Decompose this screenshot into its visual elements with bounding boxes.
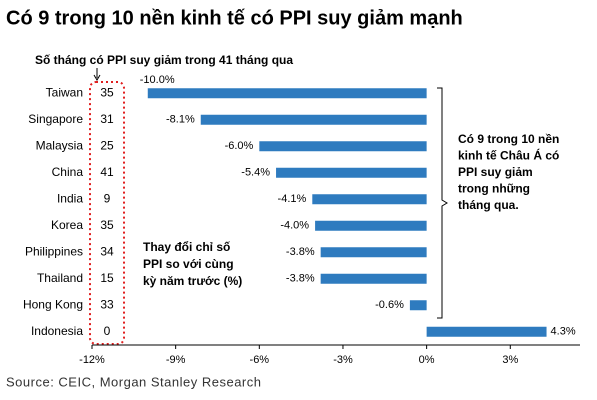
value-label: -10.0% (140, 74, 175, 86)
y-tick-label: Taiwan (46, 85, 83, 99)
value-label: -4.0% (280, 220, 309, 232)
y-tick-label: Indonesia (31, 324, 83, 338)
x-tick-label: 0% (419, 354, 435, 366)
bar (409, 300, 427, 311)
months-value: 41 (100, 165, 114, 179)
y-tick-label: India (57, 191, 83, 205)
bracket (437, 87, 448, 319)
arrow-head (93, 74, 101, 81)
value-label: -5.4% (241, 167, 270, 179)
y-tick-label: Hong Kong (23, 297, 83, 311)
bar (200, 114, 427, 125)
bar (320, 247, 427, 258)
annotation: tháng qua. (458, 198, 519, 212)
value-label: -8.1% (166, 114, 195, 126)
months-value: 0 (104, 324, 111, 338)
bar (259, 141, 427, 152)
months-value: 9 (104, 191, 111, 205)
y-tick-label: Malaysia (36, 138, 84, 152)
x-tick-label: 3% (502, 354, 518, 366)
months-value: 35 (100, 218, 114, 232)
value-label: -3.8% (286, 273, 315, 285)
months-value: 15 (100, 271, 114, 285)
bar (276, 167, 427, 178)
bar (315, 220, 427, 231)
annotation: Có 9 trong 10 nền (458, 132, 559, 146)
source: Source: CEIC, Morgan Stanley Research (6, 374, 262, 389)
annotation: Thay đổi chỉ số (143, 240, 230, 254)
months-value: 31 (100, 112, 114, 126)
value-label: 4.3% (551, 326, 576, 338)
y-tick-label: China (52, 165, 84, 179)
y-tick-label: Thailand (37, 271, 83, 285)
value-label: -3.8% (286, 246, 315, 258)
chart-title: Có 9 trong 10 nền kinh tế có PPI suy giả… (6, 7, 463, 29)
months-value: 35 (100, 85, 114, 99)
value-label: -4.1% (278, 193, 307, 205)
value-label: -0.6% (375, 299, 404, 311)
bar (147, 88, 427, 99)
annotation: kỳ năm trước (%) (143, 274, 242, 288)
annotation: kinh tế Châu Á có (458, 148, 559, 163)
x-tick-label: -12% (79, 354, 105, 366)
months-box (89, 81, 125, 345)
x-tick-label: -3% (333, 354, 353, 366)
x-tick-label: -6% (250, 354, 270, 366)
bar (426, 326, 547, 337)
value-label: -6.0% (225, 140, 254, 152)
y-tick-label: Philippines (25, 244, 83, 258)
annotation: trong những (458, 182, 530, 196)
annotation: PPI so với cùng (143, 257, 234, 271)
y-tick-label: Singapore (28, 112, 83, 126)
bar (320, 273, 427, 284)
months-value: 33 (100, 297, 114, 311)
y-tick-label: Korea (51, 218, 83, 232)
x-tick-label: -9% (166, 354, 186, 366)
annotation: PPI suy giảm (458, 165, 533, 179)
months-value: 34 (100, 244, 114, 258)
months-value: 25 (100, 138, 114, 152)
months-header: Số tháng có PPI suy giảm trong 41 tháng … (35, 53, 293, 67)
bar (312, 194, 427, 205)
